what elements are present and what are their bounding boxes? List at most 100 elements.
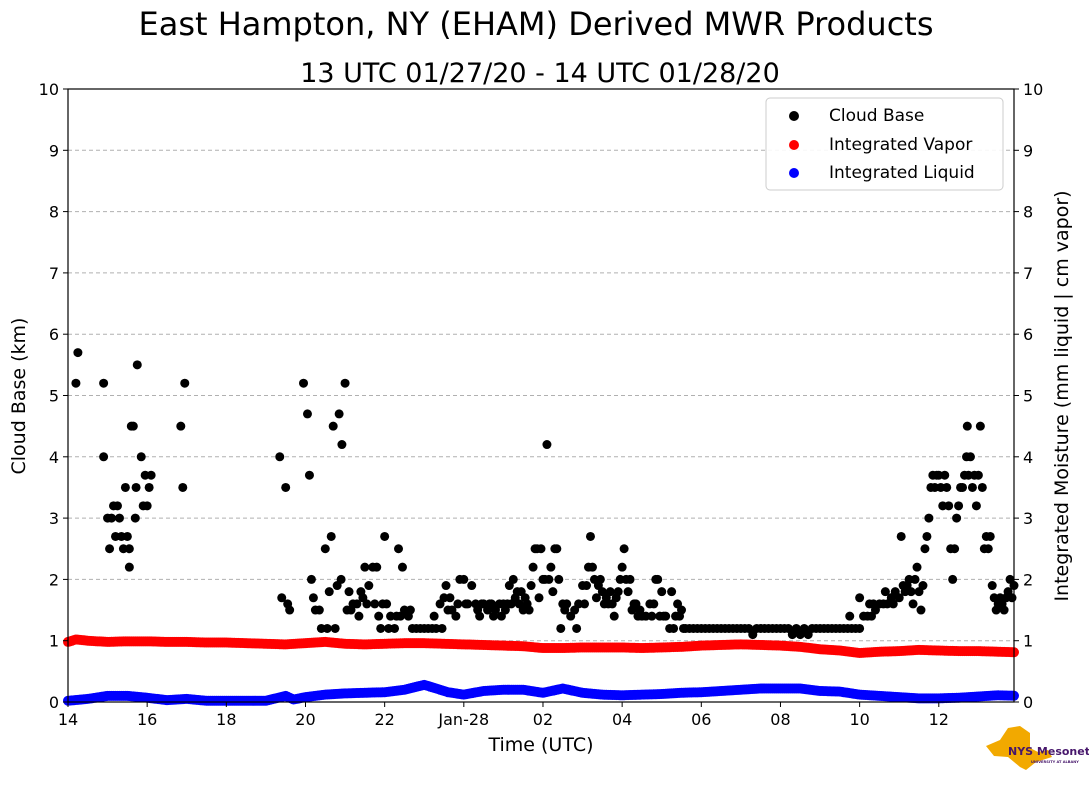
- point-cloud-base: [985, 531, 995, 541]
- point-cloud-base: [105, 544, 115, 554]
- point-cloud-base: [441, 581, 451, 591]
- point-cloud-base: [562, 599, 572, 609]
- point-cloud-base: [405, 605, 415, 615]
- series-cloud-base: [71, 348, 1019, 640]
- point-cloud-base: [176, 421, 186, 431]
- point-cloud-base: [380, 531, 390, 541]
- ny-state-shape-icon: [986, 726, 1052, 770]
- x-tick-label: 16: [137, 710, 157, 729]
- y-right-tick-label: 7: [1023, 264, 1033, 283]
- point-cloud-base: [987, 581, 997, 591]
- y-tick-label: 3: [49, 509, 59, 528]
- x-tick-label: Jan-28: [437, 710, 489, 729]
- point-cloud-base: [275, 452, 285, 462]
- point-cloud-base: [967, 482, 977, 492]
- point-cloud-base: [132, 360, 142, 370]
- legend-box: [765, 97, 1004, 191]
- legend: Cloud Base Integrated Vapor Integrated L…: [765, 97, 1004, 191]
- point-cloud-base: [337, 440, 347, 450]
- y-tick-label: 8: [49, 203, 59, 222]
- point-cloud-base: [585, 531, 595, 541]
- y-tick-label: 6: [49, 325, 59, 344]
- x-tick-label: 06: [691, 710, 711, 729]
- point-cloud-base: [362, 599, 372, 609]
- point-cloud-base: [136, 452, 146, 462]
- y-right-tick-label: 3: [1023, 509, 1033, 528]
- y-tick-label: 7: [49, 264, 59, 283]
- point-cloud-base: [617, 562, 627, 572]
- point-cloud-base: [962, 421, 972, 431]
- point-cloud-base: [975, 421, 985, 431]
- x-tick-label: 12: [929, 710, 949, 729]
- x-tick-label: 10: [849, 710, 869, 729]
- point-cloud-base: [677, 605, 687, 615]
- point-cloud-base: [548, 587, 558, 597]
- point-cloud-base: [390, 623, 400, 633]
- point-cloud-base: [453, 599, 463, 609]
- x-tick-label: 20: [295, 710, 315, 729]
- chart-title: East Hampton, NY (EHAM) Derived MWR Prod…: [138, 5, 933, 43]
- x-tick-label: 04: [612, 710, 632, 729]
- x-tick-label: 08: [770, 710, 790, 729]
- point-cloud-base: [948, 574, 958, 584]
- x-tick-label: 02: [533, 710, 553, 729]
- point-cloud-base: [623, 587, 633, 597]
- point-cloud-base: [372, 562, 382, 572]
- point-cloud-base: [556, 623, 566, 633]
- point-cloud-base: [320, 544, 330, 554]
- point-cloud-base: [112, 501, 122, 511]
- point-cloud-base: [625, 574, 635, 584]
- y-right-tick-label: 4: [1023, 448, 1033, 467]
- point-cloud-base: [888, 599, 898, 609]
- point-cloud-base: [122, 531, 132, 541]
- y-right-tick-label: 9: [1023, 141, 1033, 160]
- point-cloud-base: [107, 513, 117, 523]
- legend-label-cloud-base: Cloud Base: [829, 106, 924, 126]
- point-cloud-base: [554, 574, 564, 584]
- point-cloud-base: [180, 378, 190, 388]
- point-cloud-base: [958, 482, 968, 492]
- point-cloud-base: [661, 611, 671, 621]
- legend-label-integrated-liquid: Integrated Liquid: [829, 163, 975, 183]
- y-tick-label: 1: [49, 632, 59, 651]
- series-integrated-liquid: [63, 679, 1019, 706]
- point-cloud-base: [370, 599, 380, 609]
- point-cloud-base: [308, 593, 318, 603]
- point-cloud-base: [922, 531, 932, 541]
- legend-marker-cloud-base: [789, 111, 799, 121]
- point-cloud-base: [281, 482, 291, 492]
- point-cloud-base: [954, 501, 964, 511]
- point-cloud-base: [653, 574, 663, 584]
- point-cloud-base: [324, 587, 334, 597]
- point-cloud-base: [591, 593, 601, 603]
- point-cloud-base: [352, 599, 362, 609]
- legend-label-integrated-vapor: Integrated Vapor: [829, 135, 972, 155]
- point-cloud-base: [536, 544, 546, 554]
- point-cloud-base: [999, 605, 1009, 615]
- point-cloud-base: [304, 470, 314, 480]
- point-cloud-base: [178, 482, 188, 492]
- point-cloud-base: [924, 513, 934, 523]
- point-cloud-base: [1007, 593, 1017, 603]
- y-right-tick-label: 5: [1023, 387, 1033, 406]
- point-cloud-base: [131, 482, 141, 492]
- point-cloud-base: [669, 623, 679, 633]
- point-cloud-base: [354, 611, 364, 621]
- x-axis-label: Time (UTC): [487, 734, 593, 756]
- point-cloud-base: [609, 611, 619, 621]
- point-cloud-base: [580, 599, 590, 609]
- point-cloud-base: [647, 611, 657, 621]
- point-cloud-base: [528, 562, 538, 572]
- y-right-tick-label: 1: [1023, 632, 1033, 651]
- point-cloud-base: [582, 581, 592, 591]
- point-cloud-base: [952, 513, 962, 523]
- point-cloud-base: [595, 574, 605, 584]
- point-cloud-base: [429, 611, 439, 621]
- point-cloud-base: [918, 581, 928, 591]
- point-cloud-base: [908, 599, 918, 609]
- point-cloud-base: [880, 587, 890, 597]
- point-cloud-base: [382, 599, 392, 609]
- series-integrated-vapor: [63, 634, 1019, 658]
- point-cloud-base: [277, 593, 287, 603]
- point-cloud-base: [463, 599, 473, 609]
